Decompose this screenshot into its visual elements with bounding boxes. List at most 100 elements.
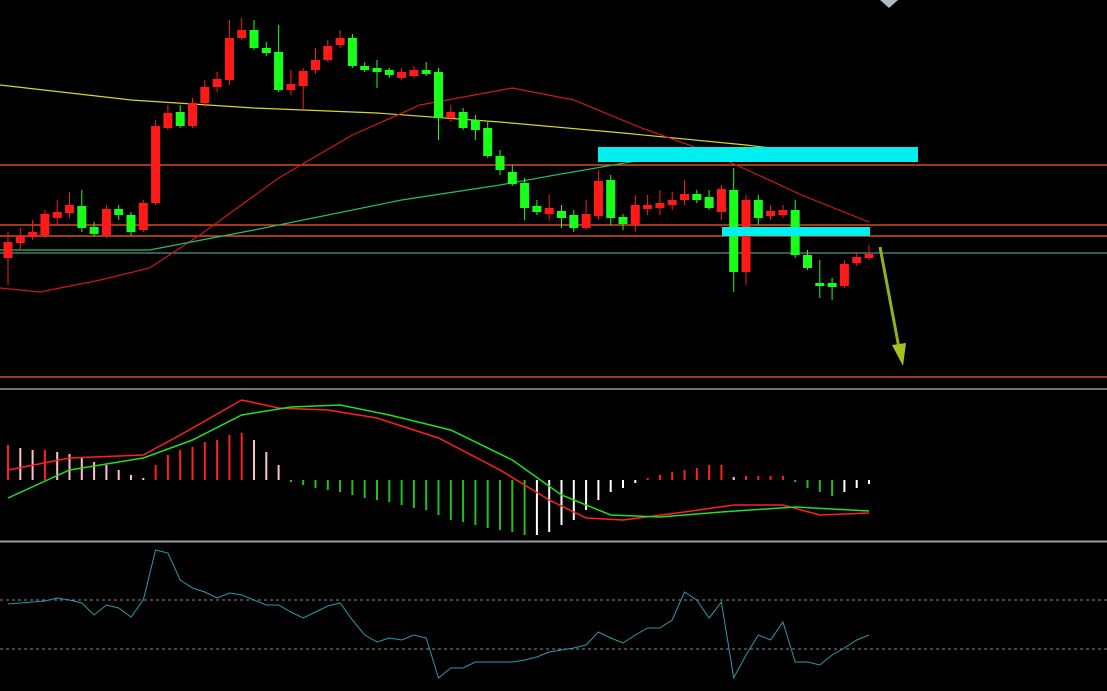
candle-body [200, 87, 210, 103]
histogram-bar [658, 475, 661, 480]
histogram-bar [376, 480, 378, 500]
candle-body [188, 103, 197, 126]
histogram-bar [757, 476, 760, 480]
histogram-bar [831, 480, 834, 496]
histogram-bar [646, 478, 649, 480]
histogram-bar [794, 480, 797, 482]
histogram-bar [523, 480, 526, 535]
histogram-bar [437, 480, 440, 515]
candle-body [716, 189, 726, 212]
histogram-bar [769, 476, 772, 480]
histogram-bar [228, 435, 231, 480]
histogram-bar [326, 480, 329, 490]
histogram-bar [68, 454, 71, 480]
candle-body [114, 209, 124, 215]
candle-body [347, 38, 357, 66]
histogram-bar [597, 480, 600, 500]
histogram-bar [609, 480, 612, 492]
histogram-bar [720, 465, 723, 480]
candle-body [261, 48, 271, 53]
forecast-arrowhead [892, 343, 906, 366]
histogram-bar [634, 480, 637, 483]
candle-body [409, 70, 419, 76]
histogram-bar [868, 480, 870, 484]
candle-body [3, 242, 13, 258]
histogram-bar [191, 447, 194, 480]
candle-body [224, 38, 234, 80]
histogram-bar [781, 476, 784, 480]
histogram-bar [43, 450, 46, 480]
candle-body [397, 72, 407, 78]
histogram-bar [585, 480, 588, 510]
histogram-bar [499, 480, 501, 530]
candle-body [89, 227, 99, 234]
histogram-bar [363, 480, 366, 498]
histogram-bar [80, 458, 83, 480]
candle-body [827, 283, 837, 287]
oscillator-line [7, 549, 870, 680]
candle-body [65, 205, 74, 213]
histogram-bar [388, 480, 391, 502]
candle-body [680, 194, 689, 200]
histogram-bar [289, 480, 292, 482]
histogram-bar [19, 448, 22, 480]
histogram-bar [117, 470, 120, 480]
histogram-bar [56, 452, 59, 480]
candle-body [544, 208, 554, 214]
candle-body [569, 215, 579, 228]
histogram-bar [351, 480, 354, 495]
histogram-bar [511, 480, 514, 532]
candle-body [753, 200, 763, 218]
candle-body [852, 257, 862, 263]
candle-body [101, 209, 111, 235]
candle-body [384, 70, 394, 75]
candle-body [581, 214, 591, 228]
histogram-bar [732, 477, 735, 480]
candle-body [643, 205, 653, 209]
candle-body [298, 71, 308, 86]
candle-body [335, 38, 345, 45]
histogram-bar [240, 433, 243, 480]
histogram-bar [166, 455, 169, 480]
candle-body [434, 72, 443, 118]
candle-body [52, 212, 62, 218]
histogram-bar [683, 470, 686, 480]
histogram-bar [425, 480, 428, 510]
histogram-bar [253, 440, 255, 480]
moving-average [0, 87, 870, 293]
candle-body [630, 205, 640, 225]
candle-body [138, 203, 148, 230]
histogram-bar [486, 480, 489, 528]
candle-body [372, 68, 382, 72]
candle-body [766, 211, 776, 216]
candle-body [483, 128, 493, 156]
macd-line [7, 399, 870, 521]
histogram-bar [7, 445, 9, 480]
candle-body [507, 172, 517, 184]
histogram-bar [695, 468, 698, 480]
histogram-bar [474, 480, 477, 525]
candle-body [151, 126, 161, 203]
histogram-bar [622, 480, 624, 488]
histogram-bar [277, 465, 280, 480]
candle-body [323, 46, 333, 60]
candle-body [274, 52, 284, 90]
resistance-zone [598, 147, 918, 162]
candle-body [212, 79, 222, 87]
candle-body [532, 206, 542, 212]
histogram-bar [142, 478, 145, 480]
histogram-bar [302, 480, 305, 485]
candle-body [360, 66, 370, 70]
candle-body [286, 84, 296, 90]
candle-body [249, 30, 259, 48]
histogram-bar [449, 480, 452, 520]
histogram-bar [130, 475, 132, 480]
histogram-bar [535, 480, 538, 535]
candle-body [28, 232, 38, 237]
histogram-bar [179, 450, 182, 480]
candle-body [655, 203, 665, 208]
histogram-bar [93, 462, 96, 480]
candle-body [446, 112, 456, 118]
layers [0, 18, 1107, 680]
